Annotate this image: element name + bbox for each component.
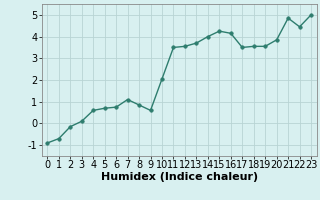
X-axis label: Humidex (Indice chaleur): Humidex (Indice chaleur) xyxy=(100,172,258,182)
